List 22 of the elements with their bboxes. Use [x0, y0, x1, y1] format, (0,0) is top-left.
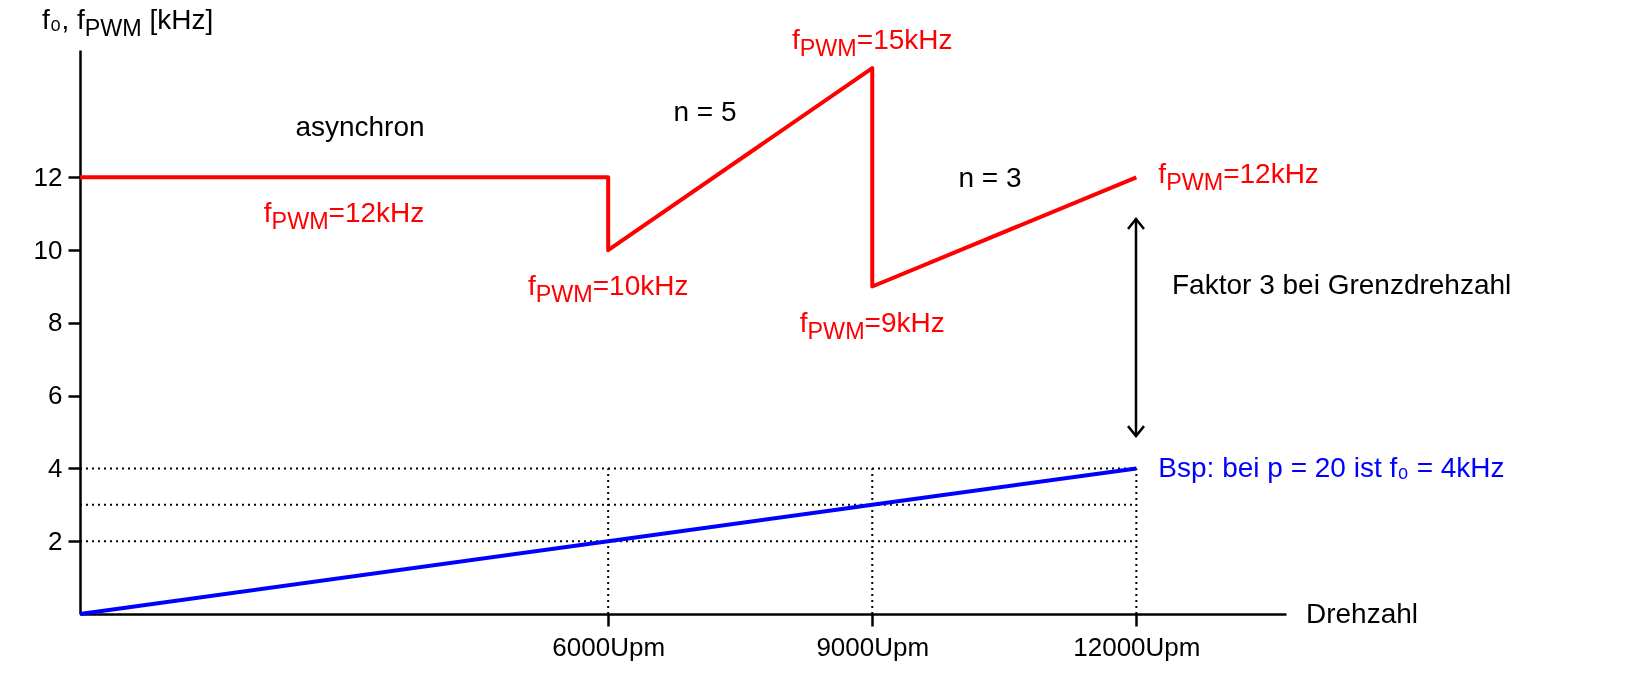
annotation: n = 3 [958, 162, 1022, 193]
line-series [78, 466, 1139, 616]
x-tick-label: 6000Upm [552, 631, 666, 662]
y-tick-label: 12 [33, 161, 63, 192]
y-tick-label: 4 [48, 452, 63, 483]
data-label: f$_{PWM}$=9kHz [799, 306, 945, 344]
y-tick-label: 6 [48, 380, 63, 411]
y-tick-label: 8 [48, 307, 63, 338]
annotation: n = 5 [673, 96, 737, 127]
data-label: f$_{PWM}$=15kHz [791, 24, 953, 61]
y-axis-title: f₀, f$_{PWM}$ [kHz] [42, 4, 214, 41]
y-tick-label: 2 [48, 525, 63, 556]
annotation: Faktor 3 bei Grenzdrehzahl [1172, 269, 1512, 300]
data-label: Bsp: bei p = 20 ist f₀ = 4kHz [1158, 452, 1505, 484]
data-label: f$_{PWM}$=12kHz [1158, 158, 1319, 195]
annotation: asynchron [295, 111, 425, 142]
data-label: f$_{PWM}$=10kHz [527, 270, 689, 307]
x-tick-label: 9000Upm [816, 631, 930, 662]
x-tick-label: 12000Upm [1073, 631, 1201, 662]
data-label: f$_{PWM}$=12kHz [263, 197, 425, 234]
x-axis-title: Drehzahl [1306, 598, 1419, 629]
y-tick-label: 10 [33, 234, 63, 265]
